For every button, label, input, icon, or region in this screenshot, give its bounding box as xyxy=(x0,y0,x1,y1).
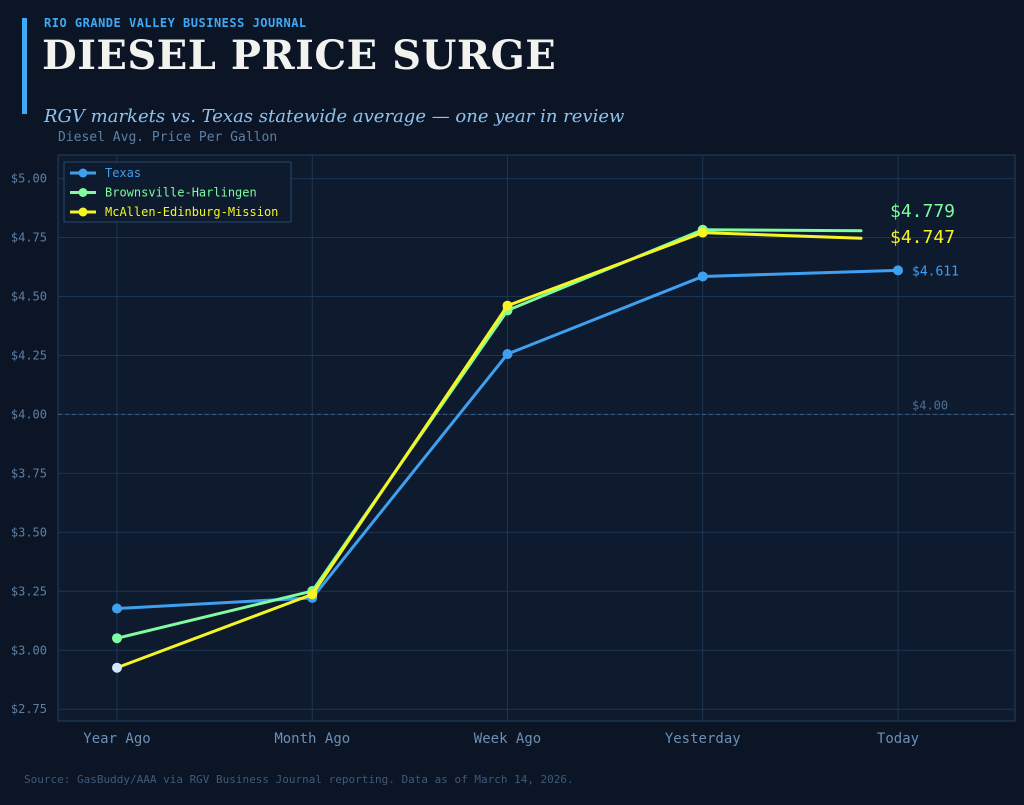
legend-entry: McAllen-Edinburg-Mission xyxy=(70,205,278,219)
data-point xyxy=(893,265,903,276)
y-tick-label: $2.75 xyxy=(11,702,47,716)
series-mcallen-edinburg-mission xyxy=(112,227,863,673)
y-tick-label: $3.50 xyxy=(11,525,47,539)
x-tick-label: Today xyxy=(877,731,919,747)
legend-entry: Brownsville-Harlingen xyxy=(70,186,257,200)
y-tick-label: $3.25 xyxy=(11,584,47,598)
page-subtitle: RGV markets vs. Texas statewide average … xyxy=(44,106,625,127)
x-tick-label: Year Ago xyxy=(83,731,150,747)
y-tick-label: $3.00 xyxy=(11,643,47,657)
series-layer xyxy=(112,224,903,673)
x-tick-label: Yesterday xyxy=(665,731,741,747)
legend: Texas Brownsville-Harlingen McAllen-Edinbu… xyxy=(63,161,292,223)
data-point xyxy=(697,227,708,238)
legend-box xyxy=(63,161,292,223)
x-tick-label: Week Ago xyxy=(474,731,541,747)
series-texas xyxy=(112,265,903,614)
data-point xyxy=(502,300,513,311)
reference-line: $4.00 xyxy=(58,398,1015,416)
grid xyxy=(58,155,1015,721)
data-point xyxy=(502,349,513,360)
y-axis-label: Diesel Avg. Price Per Gallon xyxy=(58,130,277,145)
legend-marker xyxy=(78,188,88,197)
y-tick-label: $4.00 xyxy=(11,407,47,421)
y-tick-label: $3.75 xyxy=(11,466,47,480)
legend-entry: Texas xyxy=(70,166,141,180)
legend-label: Texas xyxy=(105,166,141,180)
source-note: Source: GasBuddy/AAA via RGV Business Jo… xyxy=(24,773,574,786)
end-label-mcallen: $4.747 xyxy=(890,227,955,248)
axes: $2.75 $3.00 $3.25 $3.50 $3.75 $4.00 $4.25 $4.50… xyxy=(11,172,919,747)
reference-line-label: $4.00 xyxy=(912,398,948,412)
legend-marker xyxy=(78,168,88,178)
plot-area xyxy=(57,154,1016,722)
legend-label: McAllen-Edinburg-Mission xyxy=(105,205,278,219)
accent-bar xyxy=(22,18,27,114)
legend-label: Brownsville-Harlingen xyxy=(105,186,257,200)
legend-marker xyxy=(78,207,88,217)
page-title: DIESEL PRICE SURGE xyxy=(42,32,557,79)
data-point xyxy=(112,633,122,644)
x-tick-label: Month Ago xyxy=(274,731,350,747)
y-tick-label: $4.25 xyxy=(11,348,47,362)
y-tick-label: $4.50 xyxy=(11,290,47,304)
y-tick-label: $4.75 xyxy=(11,231,47,245)
y-tick-label: $5.00 xyxy=(11,172,47,186)
data-point xyxy=(112,603,122,614)
data-point xyxy=(112,662,122,673)
end-labels: $4.611 $4.779 $4.747 xyxy=(890,201,959,279)
end-label-brownsville: $4.779 xyxy=(890,201,955,222)
data-point xyxy=(697,271,708,282)
end-label-texas: $4.611 xyxy=(912,264,959,279)
publication-kicker: RIO GRANDE VALLEY BUSINESS JOURNAL xyxy=(44,16,307,30)
data-point xyxy=(307,589,318,600)
